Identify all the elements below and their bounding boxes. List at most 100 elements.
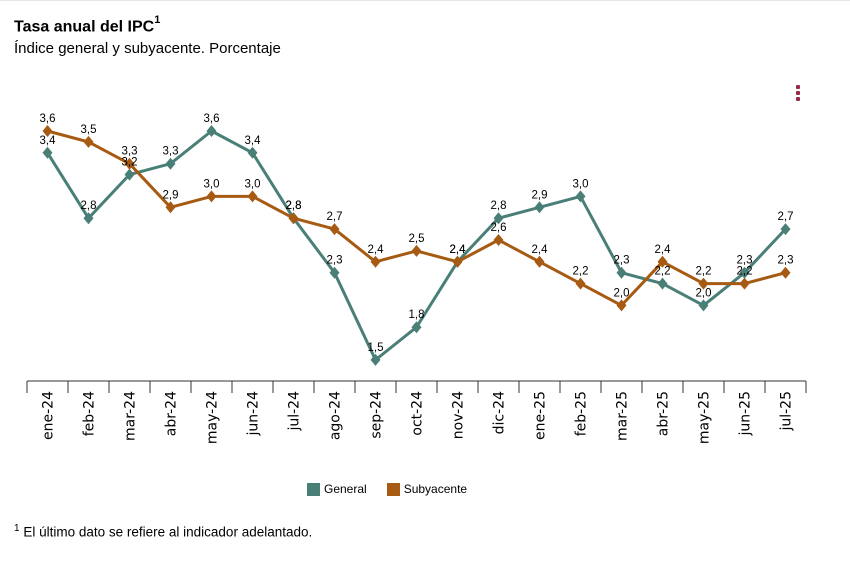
x-tick-label: feb-25 — [574, 391, 590, 436]
data-label-subyacente: 3,0 — [204, 178, 220, 190]
data-point-general[interactable] — [370, 353, 381, 366]
x-tick-label: mar-24 — [123, 391, 139, 441]
x-tick-label: ene-24 — [41, 391, 57, 440]
legend-label-general: General — [324, 482, 367, 496]
data-point-subyacente[interactable] — [206, 190, 217, 203]
data-point-general[interactable] — [780, 223, 791, 236]
legend-item-subyacente[interactable]: Subyacente — [386, 482, 468, 496]
data-label-subyacente: 2,5 — [409, 233, 425, 245]
legend-item-general[interactable]: General — [307, 482, 367, 496]
kebab-menu-icon[interactable] — [794, 85, 802, 103]
data-label-general: 1,5 — [368, 342, 384, 354]
data-label-subyacente: 2,7 — [327, 211, 343, 223]
data-label-general: 2,3 — [614, 255, 630, 267]
data-point-subyacente[interactable] — [370, 255, 381, 268]
data-label-subyacente: 3,3 — [122, 146, 138, 158]
x-tick-label: abr-24 — [164, 391, 180, 436]
data-point-general[interactable] — [616, 266, 627, 279]
x-tick-label: jun-24 — [246, 391, 262, 437]
legend-label-subyacente: Subyacente — [403, 482, 468, 496]
x-tick-label: nov-24 — [451, 391, 467, 439]
data-point-general[interactable] — [657, 277, 668, 290]
data-label-general: 3,4 — [40, 135, 57, 147]
data-point-general[interactable] — [329, 266, 340, 279]
data-label-general: 2,3 — [737, 255, 753, 267]
data-point-general[interactable] — [165, 157, 176, 170]
data-label-subyacente: 3,5 — [81, 124, 97, 136]
data-label-subyacente: 2,4 — [532, 244, 549, 256]
x-tick-label: may-25 — [697, 391, 713, 444]
data-point-subyacente[interactable] — [493, 234, 504, 246]
data-label-general: 2,2 — [655, 266, 671, 278]
data-point-general[interactable] — [698, 299, 709, 312]
data-label-general: 2,8 — [81, 200, 97, 212]
data-point-general[interactable] — [493, 212, 504, 225]
data-label-subyacente: 2,8 — [286, 200, 302, 212]
footnote-text: El último dato se refiere al indicador a… — [23, 524, 313, 540]
data-label-general: 3,3 — [163, 146, 179, 158]
data-point-general[interactable] — [575, 190, 586, 203]
data-point-subyacente[interactable] — [575, 277, 586, 290]
data-labels: 3,42,83,23,33,63,42,82,31,51,82,42,82,93… — [40, 113, 794, 354]
x-tick-label: oct-24 — [410, 391, 426, 436]
data-label-subyacente: 2,0 — [614, 287, 630, 299]
data-label-subyacente: 2,2 — [573, 266, 589, 278]
data-point-general[interactable] — [739, 266, 750, 279]
data-label-general: 2,8 — [491, 200, 507, 212]
data-point-general[interactable] — [411, 321, 422, 334]
data-point-subyacente[interactable] — [657, 255, 668, 268]
chart-subtitle: Índice general y subyacente. Porcentaje — [14, 40, 281, 57]
data-label-subyacente: 2,4 — [655, 244, 672, 256]
data-label-subyacente: 2,3 — [778, 255, 794, 267]
data-label-general: 2,3 — [327, 255, 343, 267]
data-point-general[interactable] — [83, 212, 94, 225]
data-point-subyacente[interactable] — [329, 223, 340, 236]
data-point-subyacente[interactable] — [288, 212, 299, 225]
x-tick-label: abr-25 — [656, 391, 672, 436]
chart-title: Tasa anual del IPC1 — [14, 14, 160, 36]
line-chart: ene-24 feb-24 mar-24 abr-24 may-24 jun-24 jul-… — [26, 113, 807, 444]
data-label-general: 2,8 — [286, 200, 302, 212]
data-point-subyacente[interactable] — [780, 266, 791, 279]
data-label-subyacente: 3,0 — [245, 178, 261, 190]
data-point-subyacente[interactable] — [739, 277, 750, 290]
x-tick-label: mar-25 — [615, 391, 631, 441]
data-point-subyacente[interactable] — [42, 125, 53, 137]
data-point-subyacente[interactable] — [165, 201, 176, 214]
footnote-marker: 1 — [14, 523, 20, 534]
data-label-subyacente: 2,4 — [450, 244, 467, 256]
data-label-general: 2,0 — [696, 287, 712, 299]
data-label-subyacente: 2,6 — [491, 222, 507, 234]
data-point-general[interactable] — [247, 146, 258, 159]
x-tick-label: may-24 — [205, 391, 221, 444]
legend: General Subyacente — [307, 482, 467, 496]
legend-swatch-general — [307, 482, 320, 496]
data-label-subyacente: 2,2 — [737, 266, 753, 278]
x-tick-label: dic-24 — [492, 391, 508, 434]
data-label-subyacente: 2,9 — [163, 189, 179, 201]
chart-title-text: Tasa anual del IPC — [14, 18, 155, 36]
data-point-subyacente[interactable] — [247, 190, 258, 203]
data-point-general[interactable] — [534, 201, 545, 214]
data-point-subyacente[interactable] — [124, 157, 135, 170]
data-point-general[interactable] — [124, 168, 135, 181]
x-tick-label: jul-24 — [287, 391, 303, 432]
series-layer — [42, 125, 791, 366]
data-point-subyacente[interactable] — [411, 244, 422, 257]
footnote: 1 El último dato se refiere al indicador… — [14, 523, 312, 540]
data-point-subyacente[interactable] — [452, 255, 463, 268]
series-line-subyacente — [47, 129, 786, 307]
data-point-general[interactable] — [42, 146, 53, 159]
data-point-general[interactable] — [206, 125, 217, 137]
data-label-general: 3,2 — [122, 157, 138, 169]
data-label-subyacente: 2,2 — [696, 266, 712, 278]
top-border — [0, 0, 850, 1]
data-label-general: 3,6 — [204, 113, 220, 125]
data-label-general: 2,9 — [532, 189, 548, 201]
data-point-subyacente[interactable] — [83, 135, 94, 148]
data-label-general: 1,8 — [409, 309, 425, 321]
data-point-subyacente[interactable] — [534, 255, 545, 268]
data-point-subyacente[interactable] — [616, 299, 627, 312]
data-label-general: 3,4 — [245, 135, 262, 147]
data-point-subyacente[interactable] — [698, 277, 709, 290]
